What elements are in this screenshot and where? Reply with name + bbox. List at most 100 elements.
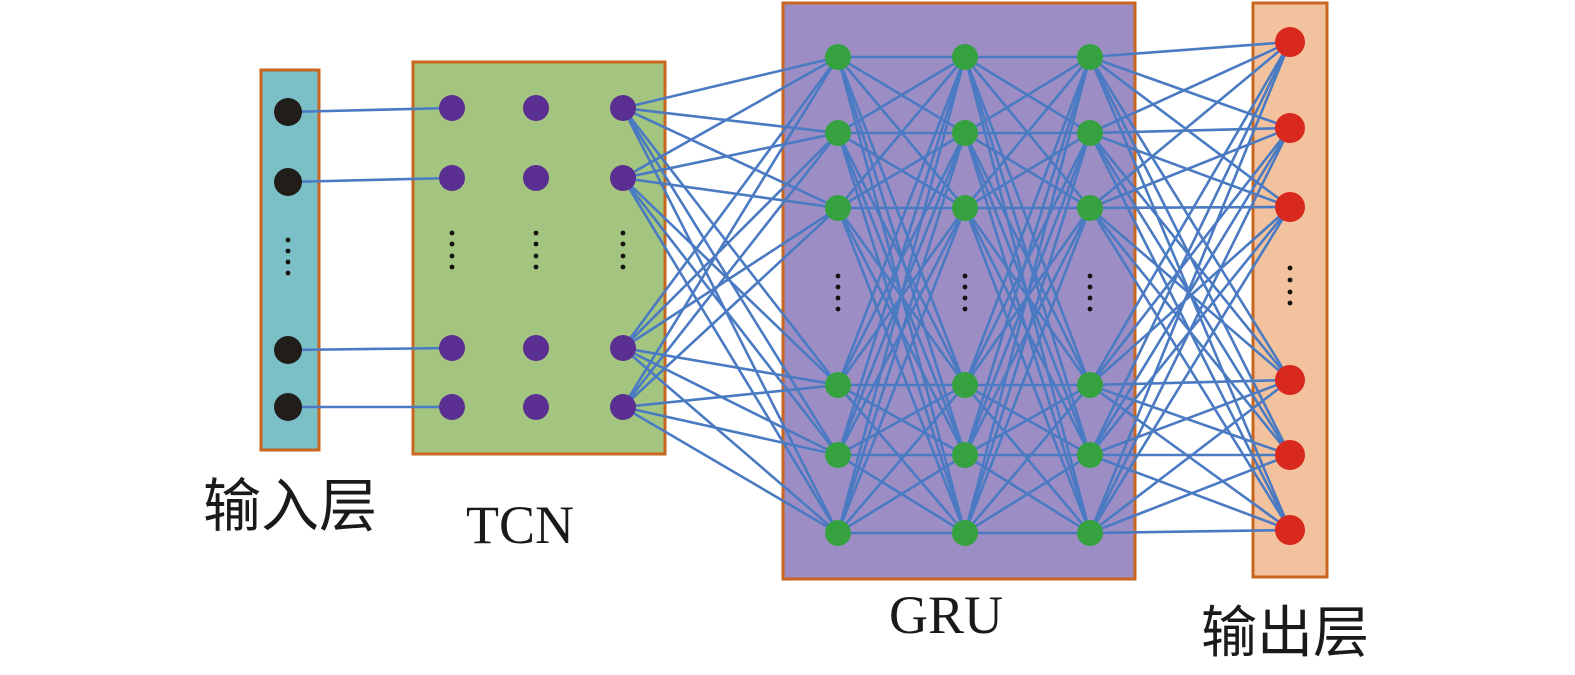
connection-line	[621, 206, 840, 350]
tcn-ellipsis-dot	[620, 241, 626, 247]
connection-line	[621, 106, 840, 135]
gru-node	[1077, 442, 1103, 468]
connection-line	[1088, 126, 1292, 135]
connection-line	[1088, 205, 1292, 535]
connection-line	[621, 55, 840, 409]
tcn-ellipsis-dot	[533, 264, 539, 270]
connection-line	[621, 405, 840, 457]
connection-line	[1088, 126, 1292, 457]
gru-node	[1077, 372, 1103, 398]
gru-node	[825, 372, 851, 398]
gru-ellipsis-dot	[962, 295, 968, 301]
input-ellipsis-dot	[285, 248, 291, 254]
gru-ellipsis-dot	[835, 273, 841, 279]
input-nodes	[274, 98, 302, 421]
gru-node	[1077, 520, 1103, 546]
output-node	[1275, 365, 1305, 395]
connection-line	[836, 55, 967, 210]
output-layer-label: 输出层	[1201, 603, 1369, 665]
connection-lines	[286, 40, 1292, 535]
connection-line	[621, 106, 840, 535]
connection-line	[836, 383, 967, 457]
connection-line	[1088, 55, 1292, 130]
gru-label: GRU	[888, 585, 1004, 645]
connection-line	[836, 55, 967, 535]
tcn-ellipsis-dot	[533, 241, 539, 247]
connection-line	[621, 346, 840, 457]
connection-line	[1088, 40, 1292, 135]
connection-line	[286, 346, 454, 352]
connection-line	[836, 383, 967, 535]
connection-line	[1088, 528, 1292, 535]
connection-line	[1088, 40, 1292, 535]
connection-line	[963, 55, 1092, 457]
connection-line	[1088, 378, 1292, 535]
gru-node	[825, 442, 851, 468]
gru-node	[825, 120, 851, 146]
gru-node	[952, 195, 978, 221]
input-ellipsis-dot	[285, 270, 291, 276]
tcn-nodes	[439, 95, 636, 420]
output-node	[1275, 515, 1305, 545]
gru-node	[952, 44, 978, 70]
connection-line	[963, 55, 1092, 210]
connection-line	[286, 176, 454, 184]
connection-line	[963, 55, 1092, 387]
tcn-node	[523, 394, 549, 420]
input-layer-label: 输入层	[202, 474, 378, 539]
tcn-ellipsis-dot	[533, 253, 539, 259]
connection-line	[621, 405, 840, 535]
tcn-node	[610, 394, 636, 420]
connection-line	[1088, 378, 1292, 457]
connection-line	[1088, 205, 1292, 210]
gru-nodes	[825, 44, 1103, 546]
connection-line	[963, 453, 1092, 535]
gru-ellipsis-dot	[835, 295, 841, 301]
connection-line	[963, 55, 1092, 535]
connection-line	[1088, 40, 1292, 59]
input-ellipsis-dot	[285, 259, 291, 265]
tcn-node	[439, 335, 465, 361]
tcn-node	[439, 165, 465, 191]
tcn-node	[523, 95, 549, 121]
connection-line	[836, 55, 967, 457]
connection-line	[621, 206, 840, 409]
output-nodes	[1275, 27, 1305, 545]
connection-line	[963, 383, 1092, 457]
connection-line	[621, 176, 840, 535]
input-ellipsis-dot	[285, 237, 291, 243]
output-node	[1275, 440, 1305, 470]
output-ellipsis-dot	[1287, 265, 1293, 271]
connection-line	[1088, 206, 1292, 382]
connection-line	[1088, 55, 1292, 382]
connection-line	[836, 206, 967, 535]
gru-node	[1077, 195, 1103, 221]
output-node	[1275, 192, 1305, 222]
connection-line	[621, 383, 840, 409]
connection-line	[963, 383, 1092, 535]
gru-ellipsis-dot	[835, 306, 841, 312]
gru-node	[952, 520, 978, 546]
tcn-ellipsis-dot	[449, 253, 455, 259]
connection-line	[621, 176, 840, 210]
connection-line	[621, 106, 840, 387]
connection-line	[836, 131, 967, 210]
connection-line	[621, 346, 840, 535]
tcn-ellipsis-dot	[449, 264, 455, 270]
gru-node	[952, 442, 978, 468]
connection-line	[286, 106, 454, 114]
gru-ellipsis-dot	[1087, 273, 1093, 279]
tcn-node	[439, 394, 465, 420]
connection-line	[1088, 383, 1292, 457]
gru-ellipsis-dot	[1087, 284, 1093, 290]
connection-line	[1088, 205, 1292, 387]
connection-line	[1088, 40, 1292, 457]
input-node	[274, 336, 302, 364]
tcn-node	[439, 95, 465, 121]
gru-node	[825, 520, 851, 546]
tcn-ellipsis-dot	[620, 230, 626, 236]
connection-line	[1088, 126, 1292, 210]
tcn-node	[610, 165, 636, 191]
tcn-label: TCN	[466, 495, 574, 555]
